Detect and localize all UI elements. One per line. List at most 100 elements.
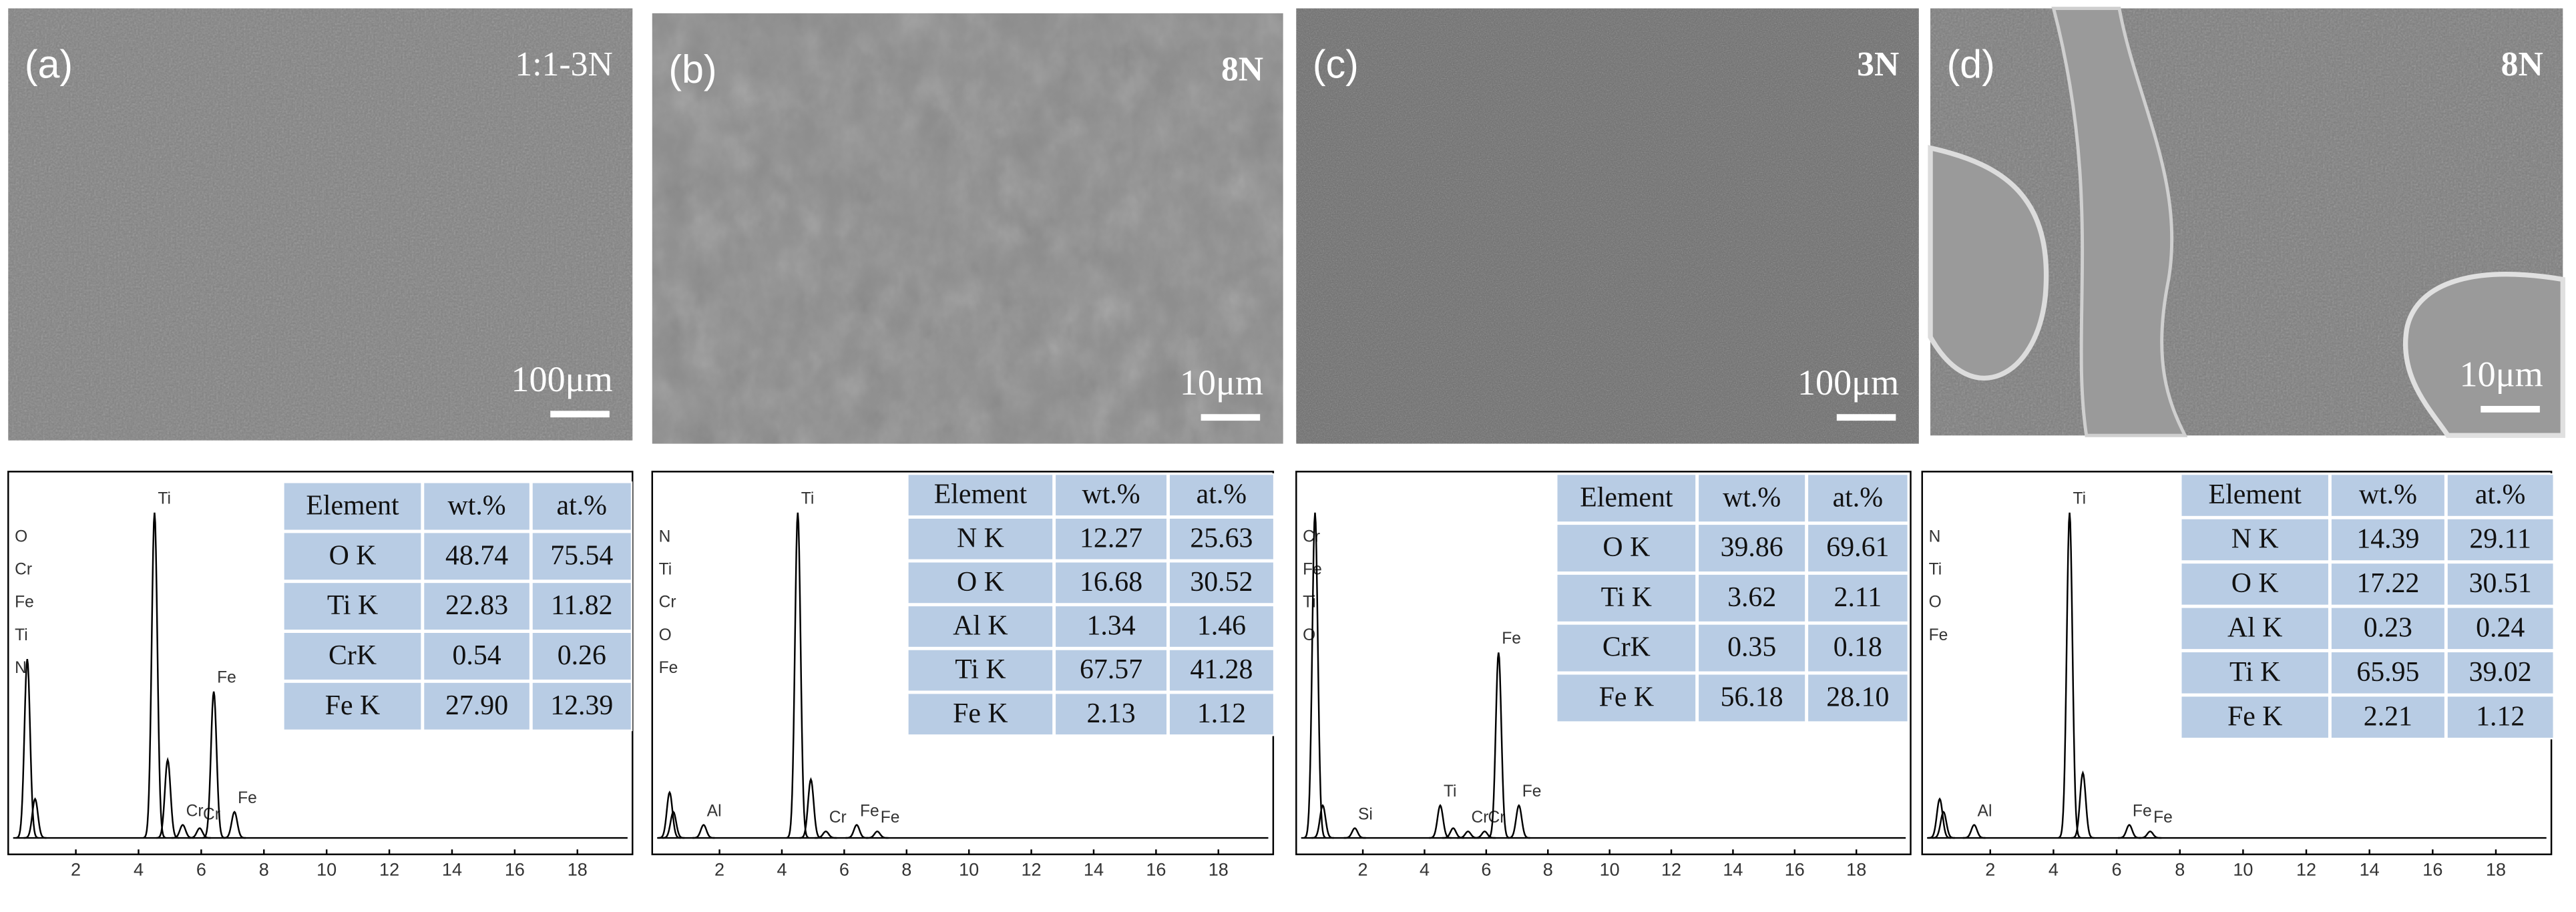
peak-label: Si bbox=[1358, 805, 1373, 823]
table-text: Al K bbox=[2227, 612, 2282, 643]
table-cell bbox=[532, 632, 631, 680]
peak-label: Al bbox=[707, 802, 722, 820]
peak-label: Fe bbox=[2133, 802, 2152, 820]
spectrum-peak bbox=[23, 797, 47, 839]
table bbox=[907, 473, 1275, 736]
table-text: at.% bbox=[1197, 479, 1247, 510]
table-text: 2.11 bbox=[1834, 582, 1882, 613]
table-cell bbox=[1699, 475, 1805, 522]
table-cell bbox=[532, 483, 631, 530]
table-cell bbox=[284, 533, 421, 580]
x-tick-label: 2 bbox=[71, 859, 81, 879]
peak-label: Fe bbox=[217, 669, 236, 687]
spectrum-peak bbox=[1928, 797, 1952, 839]
table-text: 0.18 bbox=[1834, 632, 1882, 663]
x-tick-label: 4 bbox=[1420, 859, 1430, 879]
peak-label: O bbox=[1929, 594, 1942, 612]
table-text: at.% bbox=[1833, 482, 1883, 513]
table-text: 67.57 bbox=[1080, 654, 1142, 685]
table-cell bbox=[1169, 562, 1273, 604]
scale-label: 10μm bbox=[1180, 363, 1263, 403]
table-cell bbox=[2331, 519, 2444, 561]
table-cell bbox=[1808, 574, 1908, 622]
spectrum-peak bbox=[1311, 804, 1334, 839]
table-cell bbox=[532, 533, 631, 580]
scale-label: 10μm bbox=[2460, 355, 2543, 395]
table-cell bbox=[424, 682, 529, 730]
table-text: 25.63 bbox=[1190, 523, 1253, 553]
x-tick-label: 10 bbox=[316, 859, 337, 879]
spectrum-peak bbox=[1343, 827, 1366, 839]
table-text: 11.82 bbox=[551, 590, 613, 621]
table-cell bbox=[2447, 475, 2553, 516]
peak-label: Cr bbox=[186, 802, 204, 820]
x-tick-label: 18 bbox=[2486, 859, 2506, 879]
table-cell bbox=[1056, 694, 1167, 735]
table-text: 12.27 bbox=[1080, 523, 1142, 553]
spectrum-peak bbox=[1487, 652, 1510, 839]
x-tick-label: 14 bbox=[1084, 859, 1104, 879]
spectrum-peak bbox=[799, 776, 823, 839]
scale-bar bbox=[550, 411, 610, 418]
table-cell bbox=[2447, 652, 2553, 694]
peak-label: Cr bbox=[1472, 809, 1489, 827]
spectrum-peak bbox=[845, 824, 868, 839]
spectrum-peak bbox=[156, 756, 180, 839]
table-cell bbox=[2181, 519, 2328, 561]
table-text: O K bbox=[1602, 532, 1650, 563]
table-text: 48.74 bbox=[445, 540, 508, 571]
peak-label: Ti bbox=[1303, 594, 1316, 612]
table-text: CrK bbox=[1602, 632, 1651, 663]
table-text: 56.18 bbox=[1721, 682, 1783, 712]
x-tick-label: 2 bbox=[1358, 859, 1368, 879]
x-tick-label: 12 bbox=[1022, 859, 1042, 879]
table-cell bbox=[1808, 674, 1908, 722]
table-cell bbox=[1808, 475, 1908, 522]
table-text: 30.52 bbox=[1190, 567, 1253, 598]
table-text: wt.% bbox=[1723, 482, 1781, 513]
table-text: 41.28 bbox=[1190, 654, 1253, 685]
peak-label: Ti bbox=[1444, 782, 1457, 801]
peak-label: Fe bbox=[238, 789, 257, 807]
table-cell bbox=[1557, 674, 1696, 722]
table-cell bbox=[1557, 475, 1696, 522]
table-cell bbox=[284, 483, 421, 530]
x-tick-label: 10 bbox=[959, 859, 979, 879]
peak-label: Cr bbox=[1303, 527, 1320, 545]
table-text: Fe K bbox=[953, 698, 1008, 729]
table-cell bbox=[1169, 606, 1273, 647]
peak-label: Cr bbox=[15, 561, 32, 579]
peak-label: N bbox=[1929, 527, 1941, 545]
table-text: N K bbox=[957, 523, 1004, 553]
peak-label: Cr bbox=[203, 805, 220, 823]
panel-label: (c) bbox=[1313, 43, 1359, 87]
peak-label: Fe bbox=[15, 594, 34, 612]
table-text: Fe K bbox=[2227, 701, 2282, 732]
x-tick-label: 14 bbox=[1723, 859, 1743, 879]
x-tick-label: 4 bbox=[2049, 859, 2059, 879]
spectrum-peak bbox=[202, 691, 226, 839]
table-cell bbox=[2181, 608, 2328, 650]
panel-note: 1:1-3N bbox=[515, 45, 612, 83]
table bbox=[2180, 473, 2555, 740]
peak-label: Ti bbox=[15, 626, 28, 644]
table-cell bbox=[2331, 696, 2444, 738]
scale-bar bbox=[1201, 414, 1261, 421]
panel-label: (a) bbox=[25, 43, 73, 87]
table-cell bbox=[424, 632, 529, 680]
table-cell bbox=[908, 650, 1053, 691]
table-text: Ti K bbox=[955, 654, 1006, 685]
spectrum-peak bbox=[1303, 512, 1327, 839]
peak-label: Fe bbox=[2153, 809, 2173, 827]
table-cell bbox=[284, 682, 421, 730]
table-text: wt.% bbox=[448, 491, 506, 521]
spectrum-peak bbox=[2071, 770, 2095, 839]
spectrum-peak bbox=[2139, 831, 2162, 839]
peak-label: O bbox=[659, 626, 672, 644]
table-cell bbox=[1699, 574, 1805, 622]
table-cell bbox=[1056, 606, 1167, 647]
x-tick-label: 4 bbox=[134, 859, 144, 879]
table-text: 0.54 bbox=[452, 640, 501, 671]
table-cell bbox=[424, 533, 529, 580]
table-text: wt.% bbox=[1082, 479, 1140, 510]
